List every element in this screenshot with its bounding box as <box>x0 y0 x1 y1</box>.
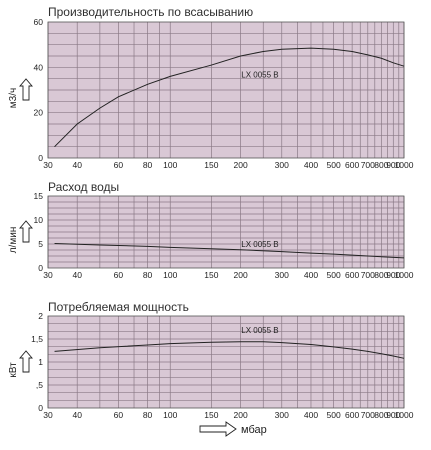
y-axis-label: л/мин <box>8 227 19 254</box>
x-tick-label: 400 <box>304 160 318 170</box>
y-axis-arrow-icon <box>19 220 33 243</box>
x-tick-label: 40 <box>72 410 82 420</box>
y-tick-label: 0 <box>38 153 43 163</box>
x-tick-label: 40 <box>72 160 82 170</box>
x-tick-label: 1000 <box>395 410 414 420</box>
x-tick-label: 100 <box>163 410 177 420</box>
y-tick-label: 2 <box>38 311 43 321</box>
x-tick-label: 300 <box>275 270 289 280</box>
x-tick-label: 800 <box>374 410 388 420</box>
x-tick-label: 1000 <box>395 160 414 170</box>
plot-frame <box>47 315 405 409</box>
series-line <box>54 243 405 259</box>
y-tick-label: 0 <box>38 263 43 273</box>
y-axis-label: кВт <box>8 362 19 378</box>
x-tick-label: 700 <box>361 410 375 420</box>
x-tick-label: 500 <box>327 270 341 280</box>
x-tick-label: 80 <box>143 270 153 280</box>
x-tick-label: 400 <box>304 270 318 280</box>
y-tick-label: 15 <box>34 191 44 201</box>
x-tick-label: 700 <box>361 270 375 280</box>
x-tick-label: 40 <box>72 270 82 280</box>
x-tick-label: 30 <box>43 410 53 420</box>
x-tick-label: 500 <box>327 410 341 420</box>
x-tick-label: 100 <box>163 160 177 170</box>
y-tick-label: 1 <box>38 357 43 367</box>
x-tick-label: 400 <box>304 410 318 420</box>
x-tick-label: 60 <box>114 410 124 420</box>
x-tick-label: 200 <box>234 410 248 420</box>
plot-frame <box>47 21 405 159</box>
x-tick-label: 200 <box>234 160 248 170</box>
x-tick-label: 800 <box>374 270 388 280</box>
x-tick-label: 900 <box>386 410 400 420</box>
x-tick-label: 150 <box>204 270 218 280</box>
x-tick-label: 600 <box>345 270 359 280</box>
x-tick-label: 80 <box>143 160 153 170</box>
x-tick-label: 900 <box>386 270 400 280</box>
y-axis-arrow-icon <box>19 350 33 373</box>
y-tick-label: 20 <box>34 108 44 118</box>
chart-title: Производительность по всасыванию <box>48 5 253 19</box>
y-tick-label: 5 <box>38 239 43 249</box>
x-tick-label: 600 <box>345 160 359 170</box>
x-tick-label: 500 <box>327 160 341 170</box>
x-tick-label: 300 <box>275 160 289 170</box>
plot-frame <box>47 195 405 269</box>
y-tick-label: 1,5 <box>31 334 43 344</box>
x-tick-label: 30 <box>43 270 53 280</box>
x-tick-label: 150 <box>204 410 218 420</box>
x-tick-label: 200 <box>234 270 248 280</box>
x-tick-label: 600 <box>345 410 359 420</box>
series-label: LX 0055 B <box>241 70 278 79</box>
x-tick-label: 700 <box>361 160 375 170</box>
y-tick-label: 40 <box>34 62 44 72</box>
x-tick-label: 300 <box>275 410 289 420</box>
y-tick-label: 0 <box>38 403 43 413</box>
x-axis-label: мбар <box>241 424 267 436</box>
x-tick-label: 60 <box>114 270 124 280</box>
x-tick-label: 100 <box>163 270 177 280</box>
x-tick-label: 800 <box>374 160 388 170</box>
x-tick-label: 80 <box>143 410 153 420</box>
x-tick-label: 30 <box>43 160 53 170</box>
series-label: LX 0055 B <box>241 240 278 249</box>
chart-panel-3 <box>19 315 405 437</box>
y-tick-label: ,5 <box>36 380 43 390</box>
y-axis-label: м3/ч <box>8 88 19 108</box>
x-tick-label: 900 <box>386 160 400 170</box>
chart-title: Расход воды <box>48 180 119 194</box>
chart-title: Потребляемая мощность <box>48 300 189 314</box>
x-axis-arrow-icon <box>199 421 237 437</box>
y-axis-arrow-icon <box>19 78 33 101</box>
series-line <box>54 47 405 148</box>
series-label: LX 0055 B <box>241 326 278 335</box>
x-tick-label: 150 <box>204 160 218 170</box>
x-tick-label: 1000 <box>395 270 414 280</box>
chart-panel-2 <box>19 195 405 269</box>
x-tick-label: 60 <box>114 160 124 170</box>
y-tick-label: 10 <box>34 215 44 225</box>
series-line <box>54 341 405 359</box>
chart-panel-1 <box>19 21 405 159</box>
y-tick-label: 60 <box>34 17 44 27</box>
